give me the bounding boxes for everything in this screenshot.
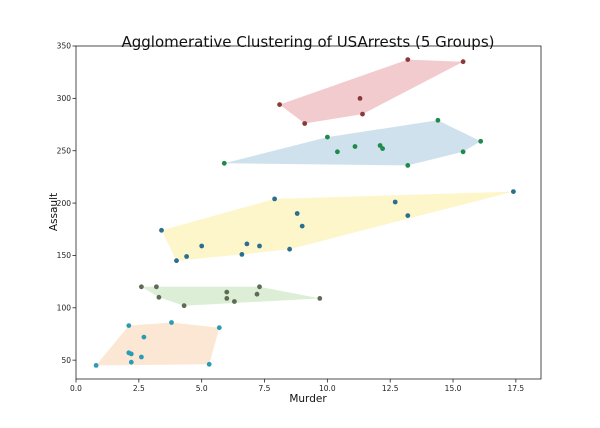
x-axis-title: Murder	[289, 393, 327, 405]
x-tick-label: 15.0	[445, 384, 462, 393]
cluster-3-point	[511, 189, 516, 195]
cluster-3-point	[174, 258, 179, 264]
cluster-2-point	[405, 163, 411, 168]
cluster-5-point	[128, 359, 134, 365]
y-tick-label: 250	[57, 146, 72, 155]
cluster-3-point	[299, 223, 305, 229]
cluster-1-point	[302, 121, 308, 126]
cluster-1-point	[277, 102, 282, 107]
cluster-3-point	[257, 243, 262, 249]
cluster-1-point	[357, 96, 363, 101]
cluster-5-point	[206, 361, 212, 367]
cluster-1-hull	[279, 59, 464, 124]
cluster-3-point	[287, 246, 292, 252]
cluster-5-point	[216, 325, 222, 331]
x-tick-label: 10.0	[319, 384, 336, 393]
cluster-4-point	[154, 284, 159, 290]
cluster-5-point	[141, 334, 147, 340]
x-tick-label: 7.5	[259, 384, 271, 393]
cluster-2-point	[335, 149, 340, 155]
cluster-3-point	[272, 196, 277, 202]
cluster-3-point	[405, 213, 411, 219]
cluster-3-hull	[161, 191, 514, 261]
cluster-4-point	[224, 289, 230, 295]
cluster-2-hull	[224, 120, 481, 166]
cluster-4-hull	[141, 286, 320, 306]
cluster-3-point	[244, 241, 250, 247]
cluster-2-point	[352, 144, 358, 149]
cluster-2-point	[221, 160, 227, 166]
cluster-5-point	[169, 320, 174, 325]
y-tick-label: 100	[57, 303, 72, 312]
cluster-4-point	[139, 284, 144, 290]
cluster-4-point	[224, 296, 230, 301]
cluster-1-point	[405, 57, 411, 62]
cluster-4-point	[317, 296, 323, 301]
cluster-5-point	[93, 363, 99, 368]
cluster-3-point	[392, 199, 398, 205]
cluster-1-point	[360, 111, 365, 117]
cluster-4-point	[156, 294, 162, 300]
cluster-3-point	[239, 252, 245, 257]
cluster-4-point	[254, 291, 260, 297]
cluster-3-point	[199, 243, 205, 249]
x-tick-label: 2.5	[133, 384, 145, 393]
cluster-5-point	[126, 323, 132, 328]
plot-area-frame	[75, 45, 542, 380]
y-tick-label: 200	[57, 199, 72, 208]
cluster-1-point	[460, 59, 466, 65]
cluster-3-point	[184, 254, 190, 259]
y-tick-label: 350	[57, 42, 72, 51]
cluster-3-point	[294, 211, 300, 216]
cluster-4-point	[232, 299, 237, 304]
y-tick-label: 300	[57, 94, 72, 103]
chart-title: Agglomerative Clustering of USArrests (5…	[122, 33, 495, 51]
x-tick-label: 0.0	[70, 384, 82, 393]
y-tick-label: 50	[61, 356, 71, 365]
cluster-4-point	[181, 303, 187, 309]
cluster-2-point	[325, 134, 330, 140]
x-tick-label: 5.0	[196, 384, 208, 393]
cluster-2-point	[460, 149, 466, 155]
cluster-4-point	[257, 284, 262, 290]
cluster-5-point	[139, 354, 144, 360]
y-axis-title: Assault	[48, 193, 60, 231]
x-tick-label: 12.5	[382, 384, 399, 393]
cluster-5-point	[128, 351, 134, 357]
cluster-2-point	[478, 138, 484, 144]
cluster-5-hull	[96, 322, 220, 366]
x-tick-label: 17.5	[508, 384, 525, 393]
cluster-3-point	[159, 227, 164, 233]
cluster-2-point	[380, 146, 385, 152]
cluster-2-point	[435, 117, 441, 123]
y-tick-label: 150	[57, 251, 72, 260]
